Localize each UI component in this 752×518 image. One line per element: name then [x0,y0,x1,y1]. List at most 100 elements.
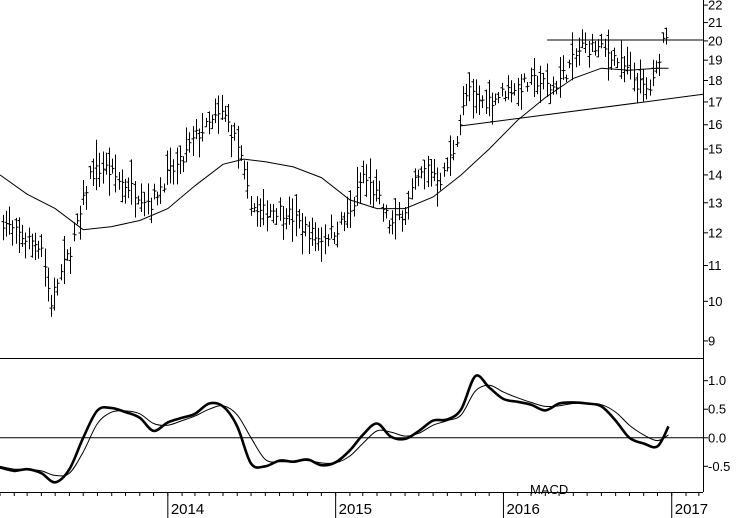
price-bar [519,74,524,110]
price-bar [316,227,321,251]
price-bar [97,152,102,187]
price-bar [583,32,588,54]
price-bar [661,32,666,43]
price-bar [558,56,563,98]
price-bar [438,172,443,191]
price-bar [387,220,392,234]
moving-average-line [0,67,669,231]
price-y-tick-label: 16 [708,117,722,132]
price-bar [94,139,99,191]
price-bar [480,95,485,109]
price-bar [506,75,511,100]
price-bar [72,222,77,242]
price-bar [17,217,22,253]
price-y-tick-label: 14 [708,167,722,182]
price-bar [49,294,54,317]
price-bar [65,249,70,261]
price-bar [426,155,431,187]
price-bar [619,40,624,79]
price-y-tick-label: 17 [708,94,722,109]
price-bar [516,77,521,107]
price-bar [596,39,601,58]
price-bar [113,154,118,193]
price-bar [290,198,295,242]
price-bar [599,33,604,49]
price-bar [545,63,550,98]
price-bar [503,90,508,102]
price-bar [471,78,476,119]
price-bar [535,75,540,95]
price-bar [529,67,534,85]
price-bar [644,77,649,100]
price-bar [397,202,402,221]
price-bar [249,196,254,216]
price-bar [307,221,312,254]
price-bar [509,80,514,103]
price-bar [487,79,492,117]
price-bar [467,72,472,102]
price-bar [622,55,627,83]
price-bar [445,157,450,172]
price-bar [142,191,147,217]
price-bar [410,178,415,200]
price-bar [635,72,640,103]
price-bar [126,177,131,199]
price-bar [175,147,180,185]
price-bar [155,191,160,206]
price-bar [200,113,205,142]
price-y-tick-label: 10 [708,294,722,309]
price-bar [133,181,138,218]
price-bar [419,166,424,179]
price-bar [216,95,221,134]
price-y-tick-label: 19 [708,53,722,68]
price-bar [458,114,463,136]
price-bar [577,37,582,66]
price-bar [268,203,273,218]
price-bar [136,195,141,205]
price-bar [326,234,331,247]
price-bar [561,55,566,80]
price-bar [609,50,614,71]
macd-label: MACD [530,482,568,497]
price-bar [55,278,60,296]
price-bar [496,92,501,104]
price-bar [287,196,292,225]
price-y-tick-label: 18 [708,73,722,88]
price-bar [39,234,44,258]
price-bar [500,82,505,97]
price-bar [271,204,276,224]
price-bar [593,40,598,56]
price-bar [413,168,418,190]
price-bar [194,119,199,140]
price-bar [14,217,19,244]
price-bar [393,198,398,240]
price-bar [207,111,212,135]
price-bar [27,227,32,250]
price-bar [564,74,569,83]
price-bar [406,190,411,220]
price-bar [10,220,15,246]
price-bar [204,117,209,128]
price-bar [30,233,35,258]
price-bar [448,135,453,176]
price-bar [390,210,395,235]
price-y-axis: 22 21 20 19 18 17 16 15 14 13 12 11 10 9 [703,0,722,348]
price-bar [612,47,617,66]
x-tick-label: 2014 [171,501,204,518]
price-panel: 22 21 20 19 18 17 16 15 14 13 12 11 10 9 [0,0,722,348]
x-tick-label: 2015 [339,501,372,518]
price-bar [75,213,80,225]
price-bar [261,189,266,226]
price-bar [123,178,128,204]
price-bar [567,59,572,69]
price-bar [648,79,653,96]
price-bar [43,248,48,287]
price-bar [377,180,382,205]
price-bar [541,72,546,90]
price-bar [255,196,260,227]
macd-y-tick-label: 0.5 [708,402,726,417]
price-bar [258,198,263,227]
price-bar [374,169,379,202]
price-bar [184,127,189,163]
